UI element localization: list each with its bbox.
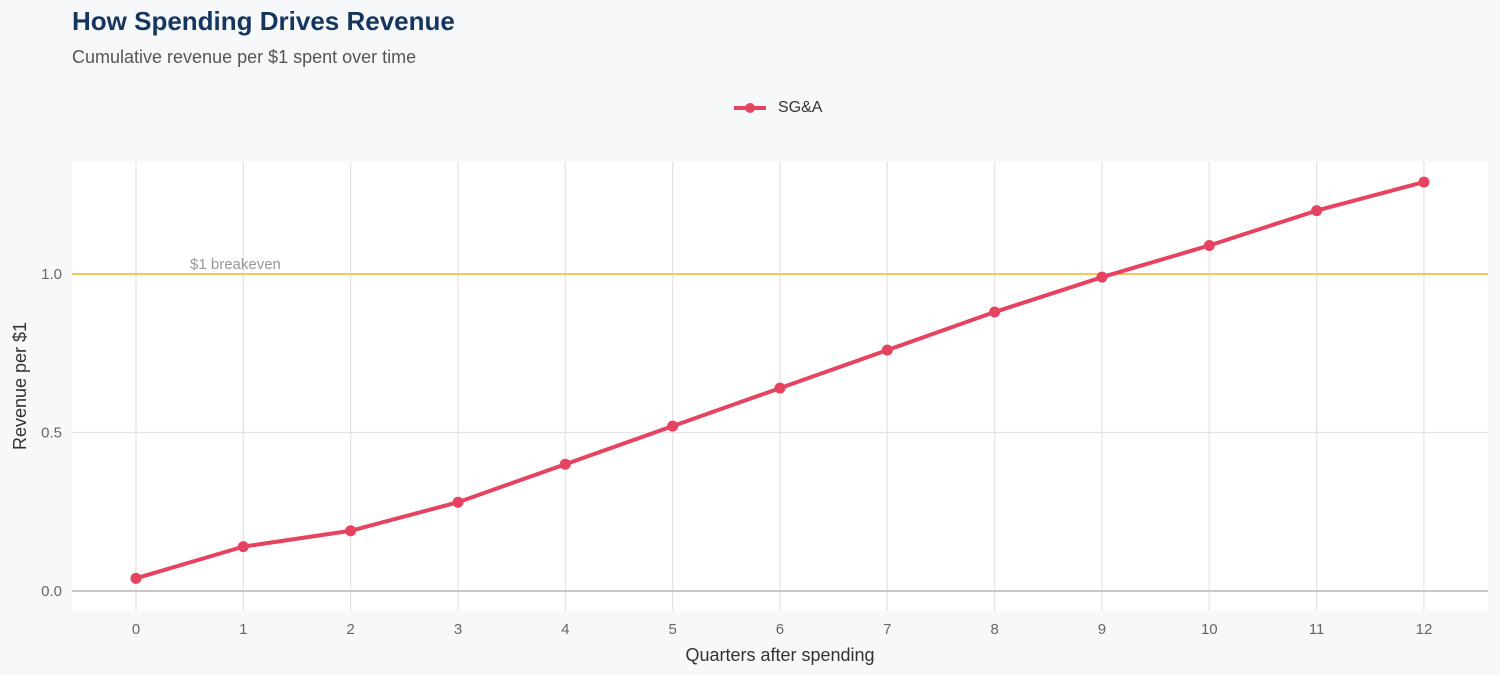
x-tick-label: 3 [454,621,462,638]
x-tick-label: 2 [346,621,354,638]
x-tick-label: 8 [990,621,998,638]
x-tick-label: 9 [1098,621,1106,638]
data-point [774,382,786,394]
data-point [237,541,249,553]
data-point [559,458,571,470]
x-tick-label: 0 [132,621,140,638]
x-tick-label: 6 [776,621,784,638]
y-tick-label: 1.0 [41,266,62,283]
x-axis-label: Quarters after spending [685,645,874,665]
data-point [1418,176,1430,188]
data-point [881,344,893,356]
y-tick-label: 0.0 [41,583,62,600]
legend-label: SG&A [778,99,823,116]
x-tick-label: 11 [1309,621,1325,638]
data-point [130,572,142,584]
data-point [452,496,464,508]
legend-marker-icon [734,103,766,113]
chart-subtitle: Cumulative revenue per $1 spent over tim… [72,47,417,67]
x-tick-label: 5 [668,621,676,638]
x-tick-label: 1 [239,621,247,638]
legend: SG&A [734,99,822,117]
data-point [667,420,679,432]
chart-title: How Spending Drives Revenue [72,6,455,36]
data-point [1203,239,1215,251]
data-point [345,525,357,537]
x-tick-label: 7 [883,621,891,638]
data-point [1311,205,1323,217]
y-tick-label: 0.5 [41,425,62,442]
x-tick-label: 12 [1416,621,1433,638]
data-point [989,306,1001,318]
x-tick-label: 4 [561,621,569,638]
reference-label: $1 breakeven [190,256,281,273]
y-axis-label: Revenue per $1 [10,322,30,450]
x-tick-label: 10 [1201,621,1218,638]
data-point [1096,271,1108,283]
